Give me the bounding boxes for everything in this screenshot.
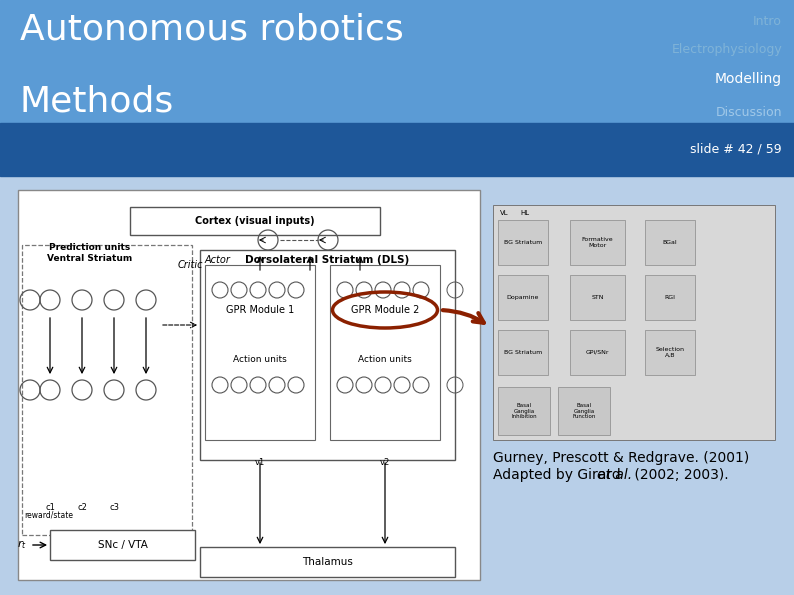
Text: Gurney, Prescott & Redgrave. (2001): Gurney, Prescott & Redgrave. (2001) [493,451,750,465]
Bar [558,387,610,435]
Bar [570,330,625,375]
Text: HL: HL [520,210,529,216]
Text: c2: c2 [77,503,87,512]
Text: Prediction units
Ventral Striatum: Prediction units Ventral Striatum [48,243,133,263]
Bar [645,220,695,265]
Text: Autonomous robotics: Autonomous robotics [20,12,403,46]
Text: reward/state: reward/state [24,511,73,519]
Text: Actor: Actor [205,255,231,265]
Bar [0,0,794,123]
Text: Basal
Ganglia
Function: Basal Ganglia Function [572,403,596,419]
Bar [498,330,548,375]
Text: Thalamus: Thalamus [302,557,353,567]
Text: (2002; 2003).: (2002; 2003). [630,468,729,482]
Text: Adapted by Girard: Adapted by Girard [493,468,625,482]
Bar [330,265,440,440]
Text: SNc / VTA: SNc / VTA [98,540,148,550]
Text: Electrophysiology: Electrophysiology [672,43,782,56]
Text: Dopamine: Dopamine [507,295,539,300]
Text: Critic: Critic [178,260,203,270]
Text: c3: c3 [109,503,119,512]
Bar [645,275,695,320]
Text: v1: v1 [255,458,265,467]
Text: VL: VL [500,210,509,216]
Bar [130,207,380,235]
Text: Methods: Methods [20,84,174,118]
Bar [18,190,480,580]
Text: Modelling: Modelling [715,72,782,86]
Bar [205,265,315,440]
Text: BG Striatum: BG Striatum [504,240,542,245]
Bar [0,123,794,176]
Text: STN: STN [592,295,603,300]
Bar [570,220,625,265]
Text: Dorsolateral Striatum (DLS): Dorsolateral Striatum (DLS) [245,255,410,265]
Text: Selection
A,B: Selection A,B [656,347,684,358]
Text: BGal: BGal [663,240,677,245]
Text: Formative
Motor: Formative Motor [582,237,613,248]
Text: c1: c1 [45,503,55,512]
Bar [498,387,550,435]
Bar [200,547,455,577]
Bar [200,250,455,460]
Text: Discussion: Discussion [715,106,782,119]
Text: Action units: Action units [358,355,412,365]
Text: v2: v2 [380,458,390,467]
Text: GPR Module 1: GPR Module 1 [225,305,294,315]
Text: slide # 42 / 59: slide # 42 / 59 [691,143,782,156]
Text: $r_t$: $r_t$ [17,538,27,552]
Bar [498,275,548,320]
Text: GPi/SNr: GPi/SNr [586,350,609,355]
Text: Intro: Intro [754,14,782,27]
Text: Cortex (visual inputs): Cortex (visual inputs) [195,216,314,226]
Bar [498,220,548,265]
Bar [50,530,195,560]
Bar [22,245,192,535]
Bar [645,330,695,375]
Text: GPR Module 2: GPR Module 2 [351,305,419,315]
Text: Basal
Ganglia
Inhibition: Basal Ganglia Inhibition [511,403,537,419]
Bar [570,275,625,320]
Text: RGI: RGI [665,295,676,300]
Text: et al.: et al. [597,468,633,482]
Bar [493,205,775,440]
Text: Action units: Action units [233,355,287,365]
Text: BG Striatum: BG Striatum [504,350,542,355]
